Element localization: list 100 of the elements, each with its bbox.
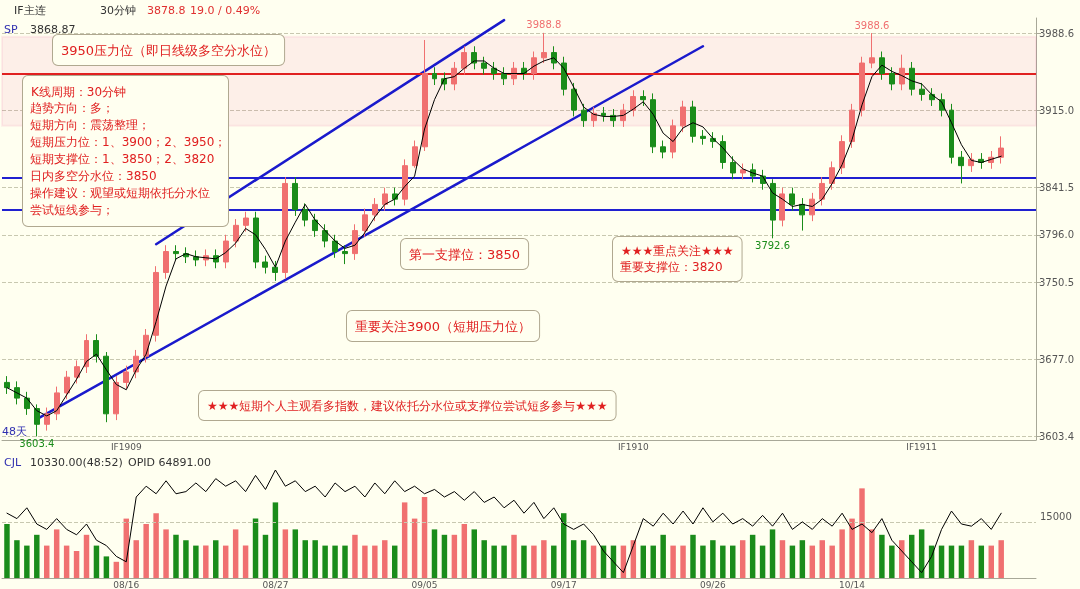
- annotation: 3603.4: [19, 437, 55, 449]
- bar: [948, 545, 955, 578]
- bar: [690, 534, 696, 578]
- candlestick: [173, 244, 179, 261]
- bar: [203, 545, 209, 578]
- bar: [998, 540, 1004, 578]
- y-tick-label: 3603.4: [1039, 430, 1074, 442]
- bar: [710, 540, 716, 578]
- annotation: 短期方向：震荡整理；: [30, 117, 150, 132]
- candlestick: [272, 260, 278, 282]
- bar: [521, 545, 527, 578]
- candlestick: [720, 134, 726, 170]
- bar: [153, 513, 159, 578]
- annotation: SP: [4, 22, 18, 36]
- annotation: 短期支撑位：1、3850；2、3820: [30, 151, 215, 166]
- bar: [590, 545, 597, 578]
- bar: [83, 534, 90, 578]
- bar: [24, 545, 30, 578]
- candlestick: [779, 187, 785, 227]
- bar: [362, 545, 368, 578]
- y-tick-label: 3677.0: [1039, 353, 1074, 365]
- candlestick: [223, 234, 229, 269]
- bar: [769, 529, 776, 578]
- bar: [213, 540, 219, 578]
- annotation: 3950压力位（即日线级多空分水位）: [61, 42, 277, 58]
- bar: [431, 529, 438, 578]
- candlestick: [432, 66, 437, 86]
- y-tick-label: 3841.5: [1039, 181, 1074, 193]
- bar: [163, 529, 169, 578]
- candlestick: [511, 61, 517, 86]
- bar: [34, 534, 40, 578]
- bar: [749, 534, 756, 578]
- bar: [143, 524, 149, 578]
- candlestick: [630, 89, 636, 117]
- candlestick: [849, 103, 855, 149]
- bar: [232, 529, 239, 578]
- candlestick: [680, 100, 686, 133]
- candlestick: [461, 45, 467, 76]
- bar: [93, 545, 100, 578]
- bar: [779, 540, 786, 578]
- candlestick: [670, 119, 676, 159]
- bar: [183, 540, 189, 578]
- x-tick-label: 08/16: [113, 579, 140, 589]
- candlestick: [332, 234, 338, 259]
- x-tick-label: 09/17: [550, 579, 577, 589]
- bar: [14, 540, 20, 578]
- bar: [978, 545, 985, 578]
- bar: [819, 540, 825, 578]
- annotation: 3868.87: [30, 22, 76, 36]
- bar: [103, 556, 110, 578]
- candlestick: [789, 187, 795, 212]
- line-series: [6, 57, 1002, 417]
- bar: [352, 534, 358, 578]
- candlestick: [84, 333, 89, 374]
- candlestick: [998, 135, 1004, 165]
- candlestick: [422, 39, 428, 152]
- candlestick: [64, 370, 70, 400]
- candlestick: [909, 61, 915, 96]
- bar: [312, 540, 318, 578]
- bar: [372, 545, 378, 578]
- x-tick-label: IF1911: [906, 441, 938, 452]
- bar: [242, 545, 249, 578]
- x-tick-label: 09/26: [699, 579, 727, 589]
- bar: [222, 545, 229, 578]
- bar: [541, 540, 547, 578]
- bar: [739, 540, 746, 578]
- candlestick: [501, 66, 507, 86]
- bar: [44, 545, 50, 578]
- bar: [889, 545, 895, 578]
- bar: [660, 534, 666, 578]
- x-tick-label: 09/05: [411, 579, 438, 589]
- candlestick: [133, 349, 139, 379]
- bar: [391, 545, 398, 578]
- bar: [441, 534, 448, 578]
- candlestick: [869, 32, 875, 69]
- bar: [988, 545, 994, 578]
- y-tick-label: 3915.0: [1039, 104, 1074, 116]
- bar: [411, 518, 418, 578]
- bar: [401, 502, 408, 578]
- bar: [730, 545, 736, 578]
- bar: [839, 529, 845, 578]
- bar: [531, 545, 537, 578]
- bar: [938, 545, 945, 578]
- text: 19.0 / 0.49%: [190, 3, 261, 17]
- candlestick: [899, 54, 905, 91]
- bar: [859, 488, 865, 578]
- candlestick: [282, 176, 288, 280]
- candlestick: [451, 61, 457, 91]
- bar: [451, 534, 458, 578]
- bar: [759, 545, 766, 578]
- candlestick: [740, 163, 746, 180]
- annotation: 操作建议：观望或短期依托分水位: [30, 185, 210, 200]
- candlestick: [571, 82, 577, 117]
- bar: [869, 529, 875, 578]
- annotation: 重要关注3900（短期压力位）: [355, 318, 532, 334]
- candlestick: [799, 197, 805, 232]
- bar: [700, 545, 706, 578]
- annotation: 48天: [2, 424, 27, 438]
- x-tick-label: IF1910: [617, 441, 649, 452]
- candlestick: [581, 103, 587, 128]
